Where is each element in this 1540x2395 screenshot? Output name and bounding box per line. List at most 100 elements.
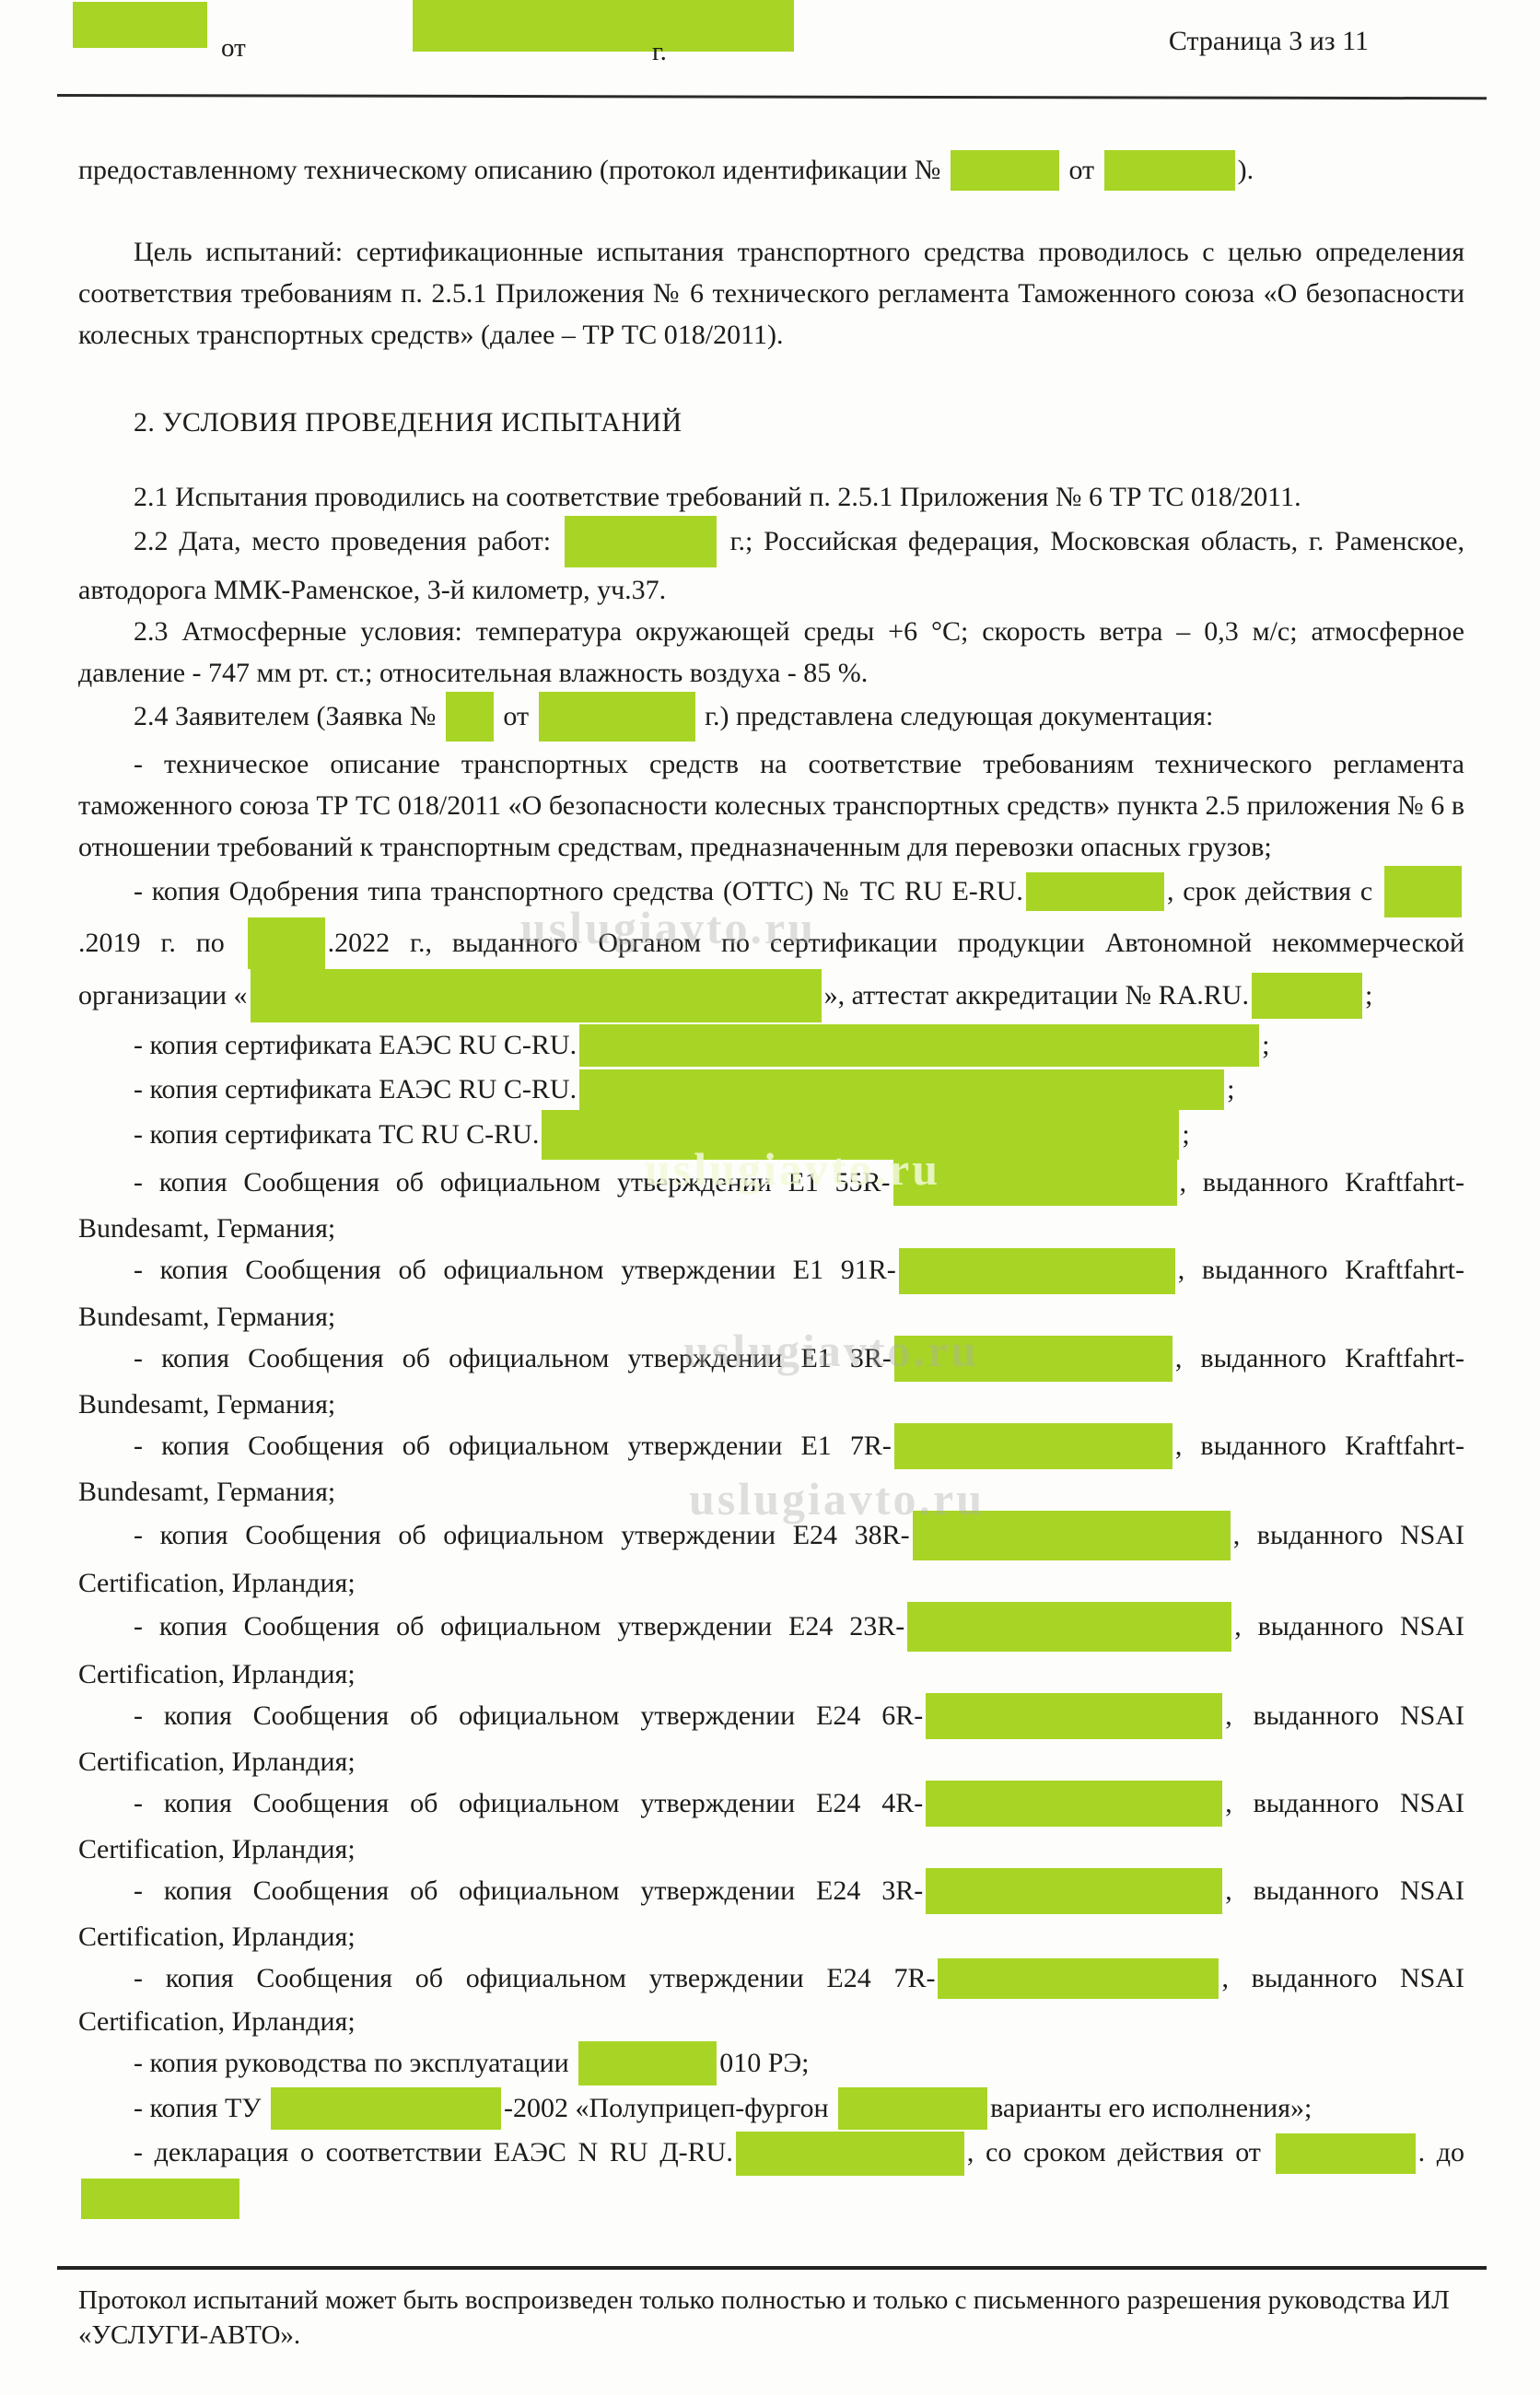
text-run: - техническое описание транспортных сред…	[78, 749, 1464, 863]
redaction-block	[73, 2, 207, 48]
doc-item-otts: - копия Одобрения типа транспортного сре…	[78, 866, 1464, 1024]
text-run: - копия Сообщения об официальном утвержд…	[134, 1430, 892, 1461]
redaction-block	[938, 1958, 1219, 2000]
redaction-block	[735, 2131, 964, 2176]
redaction-block	[578, 2041, 718, 2086]
doc-item-manual: - копия руководства по эксплуатации 010 …	[78, 2041, 1464, 2087]
redaction-block	[926, 1692, 1223, 1739]
text-run: », аттестат аккредитации № RA.RU.	[823, 980, 1249, 1011]
text-run: - копия сертификата ЕАЭС RU C-RU.	[134, 1074, 578, 1105]
redaction-block	[542, 1110, 1180, 1161]
text-run: - копия сертификата ТС RU C-RU.	[134, 1119, 540, 1151]
text-run: - копия ТУ	[134, 2093, 269, 2124]
doc-item-tu: - копия ТУ -2002 «Полуприцеп-фургон вари…	[78, 2087, 1464, 2132]
text-run: , выданного NSAI Certification, Ирландия…	[78, 1963, 1464, 2038]
text-run: - копия руководства по эксплуатации	[134, 2048, 577, 2079]
document-body: предоставленному техническому описанию (…	[78, 149, 1464, 2221]
continued-paragraph: предоставленному техническому описанию (…	[78, 149, 1464, 193]
text-run: предоставленному техническому описанию (…	[78, 155, 948, 185]
clause-2-2: 2.2 Дата, место проведения работ: г.; Ро…	[78, 516, 1464, 611]
doc-item-e1-3r: - копия Сообщения об официальном утвержд…	[78, 1335, 1464, 1425]
text-run: - копия Сообщения об официальном утвержд…	[134, 1963, 936, 1994]
text-run: - копия Сообщения об официальном утвержд…	[134, 1342, 892, 1373]
redaction-block	[912, 1510, 1231, 1560]
redaction-block	[81, 2178, 239, 2219]
redaction-block	[950, 150, 1059, 192]
doc-item-e24-3r: - копия Сообщения об официальном утвержд…	[78, 1868, 1464, 1957]
redaction-block	[1025, 872, 1164, 912]
redaction-block	[892, 1160, 1177, 1207]
text-run: ;	[1227, 1074, 1235, 1105]
redaction-block	[247, 917, 325, 970]
clause-2-4: 2.4 Заявителем (Заявка № от г.) представ…	[78, 692, 1464, 743]
doc-item-e24-6r: - копия Сообщения об официальном утвержд…	[78, 1692, 1464, 1782]
redaction-block	[1275, 2132, 1416, 2174]
clause-2-1: 2.1 Испытания проводились на соответстви…	[78, 476, 1464, 518]
page-number-label: Страница 3 из 11	[1168, 26, 1369, 56]
text-run: - копия Сообщения об официальном утвержд…	[134, 1167, 891, 1198]
redaction-block	[579, 1069, 1225, 1111]
doc-item-e1-7r: - копия Сообщения об официальном утвержд…	[78, 1422, 1464, 1513]
text-run: - копия Одобрения типа транспортного сре…	[134, 876, 1023, 906]
redaction-block	[271, 2087, 502, 2131]
text-run: .2022 г., выданного Органом по сертифика…	[78, 928, 1464, 1011]
text-run: -2002 «Полуприцеп-фургон	[504, 2093, 836, 2124]
text-run: - копия Сообщения об официальном утвержд…	[134, 1700, 924, 1731]
text-run: , срок действия с	[1166, 876, 1382, 906]
text-run: варианты его исполнения»;	[990, 2093, 1312, 2124]
doc-item-e24-38r: - копия Сообщения об официальном утвержд…	[78, 1510, 1465, 1604]
text-run: 2. УСЛОВИЯ ПРОВЕДЕНИЯ ИСПЫТАНИЙ	[134, 407, 682, 438]
text-run: , выданного Kraftfahrt-Bundesamt, Герман…	[78, 1255, 1464, 1332]
redaction-block	[564, 516, 717, 568]
text-run: .2019 г. по	[78, 928, 245, 958]
text-run: , выданного Kraftfahrt-Bundesamt, Герман…	[78, 1167, 1465, 1244]
text-run: - копия Сообщения об официальном утвержд…	[134, 1875, 924, 1906]
section-heading: 2. УСЛОВИЯ ПРОВЕДЕНИЯ ИСПЫТАНИЙ	[78, 402, 1464, 443]
redaction-block	[893, 1422, 1172, 1469]
redaction-block	[250, 969, 822, 1023]
text-run: - копия Сообщения об официальном утвержд…	[134, 1610, 905, 1641]
text-run: , со сроком действия от	[966, 2137, 1273, 2168]
text-run: ).	[1237, 155, 1254, 185]
redaction-block	[926, 1780, 1223, 1827]
footer-rule	[57, 2266, 1487, 2270]
redaction-block	[413, 0, 794, 52]
text-run: ;	[1364, 980, 1373, 1011]
text-run: 2.2 Дата, место проведения работ:	[134, 526, 562, 556]
text-run: 2.1 Испытания проводились на соответстви…	[134, 482, 1301, 513]
redaction-block	[898, 1247, 1175, 1294]
text-run: ;	[1262, 1030, 1270, 1061]
redaction-block	[579, 1024, 1260, 1068]
text-run: - копия Сообщения об официальном утвержд…	[134, 1255, 896, 1286]
header-text-ot: от	[221, 33, 246, 63]
text-run: г.; Российская федерация, Московская обл…	[78, 526, 1464, 606]
text-run: г.) представлена следующая документация:	[697, 701, 1214, 731]
redaction-block	[538, 692, 695, 742]
redaction-block	[445, 692, 494, 742]
text-run: 010 РЭ;	[719, 2048, 810, 2079]
doc-item-e1-91r: - копия Сообщения об официальном утвержд…	[78, 1247, 1464, 1337]
redaction-block	[893, 1335, 1172, 1382]
doc-item-tech-description: - техническое описание транспортных сред…	[78, 743, 1464, 868]
doc-item-e1-55r: - копия Сообщения об официальном утвержд…	[78, 1160, 1465, 1249]
doc-item-declaration: - декларация о соответствии ЕАЭС N RU Д-…	[78, 2131, 1464, 2220]
redaction-block	[838, 2087, 988, 2131]
doc-item-cert-eaes-2: - копия сертификата ЕАЭС RU C-RU.;	[78, 1069, 1464, 1112]
document-footer: Протокол испытаний может быть воспроизве…	[78, 2283, 1464, 2353]
text-run: - копия сертификата ЕАЭС RU C-RU.	[134, 1030, 578, 1061]
redaction-block	[926, 1868, 1223, 1915]
text-run: , выданного Kraftfahrt-Bundesamt, Герман…	[78, 1430, 1464, 1507]
header-text-g: г.	[652, 37, 667, 66]
text-run: от	[1061, 155, 1102, 185]
text-run: - декларация о соответствии ЕАЭС N RU Д-…	[134, 2137, 733, 2168]
redaction-block	[1251, 973, 1362, 1020]
redaction-block	[1383, 866, 1462, 918]
text-run: , выданного NSAI Certification, Ирландия…	[78, 1519, 1465, 1598]
text-run: 2.3 Атмосферные условия: температура окр…	[78, 616, 1464, 689]
text-run: , выданного NSAI Certification, Ирландия…	[78, 1787, 1464, 1864]
doc-item-e24-7r: - копия Сообщения об официальном утвержд…	[78, 1957, 1464, 2042]
footer-note: Протокол испытаний может быть воспроизве…	[78, 2285, 1450, 2350]
doc-item-e24-4r: - копия Сообщения об официальном утвержд…	[78, 1780, 1464, 1870]
text-run: ;	[1182, 1119, 1190, 1151]
